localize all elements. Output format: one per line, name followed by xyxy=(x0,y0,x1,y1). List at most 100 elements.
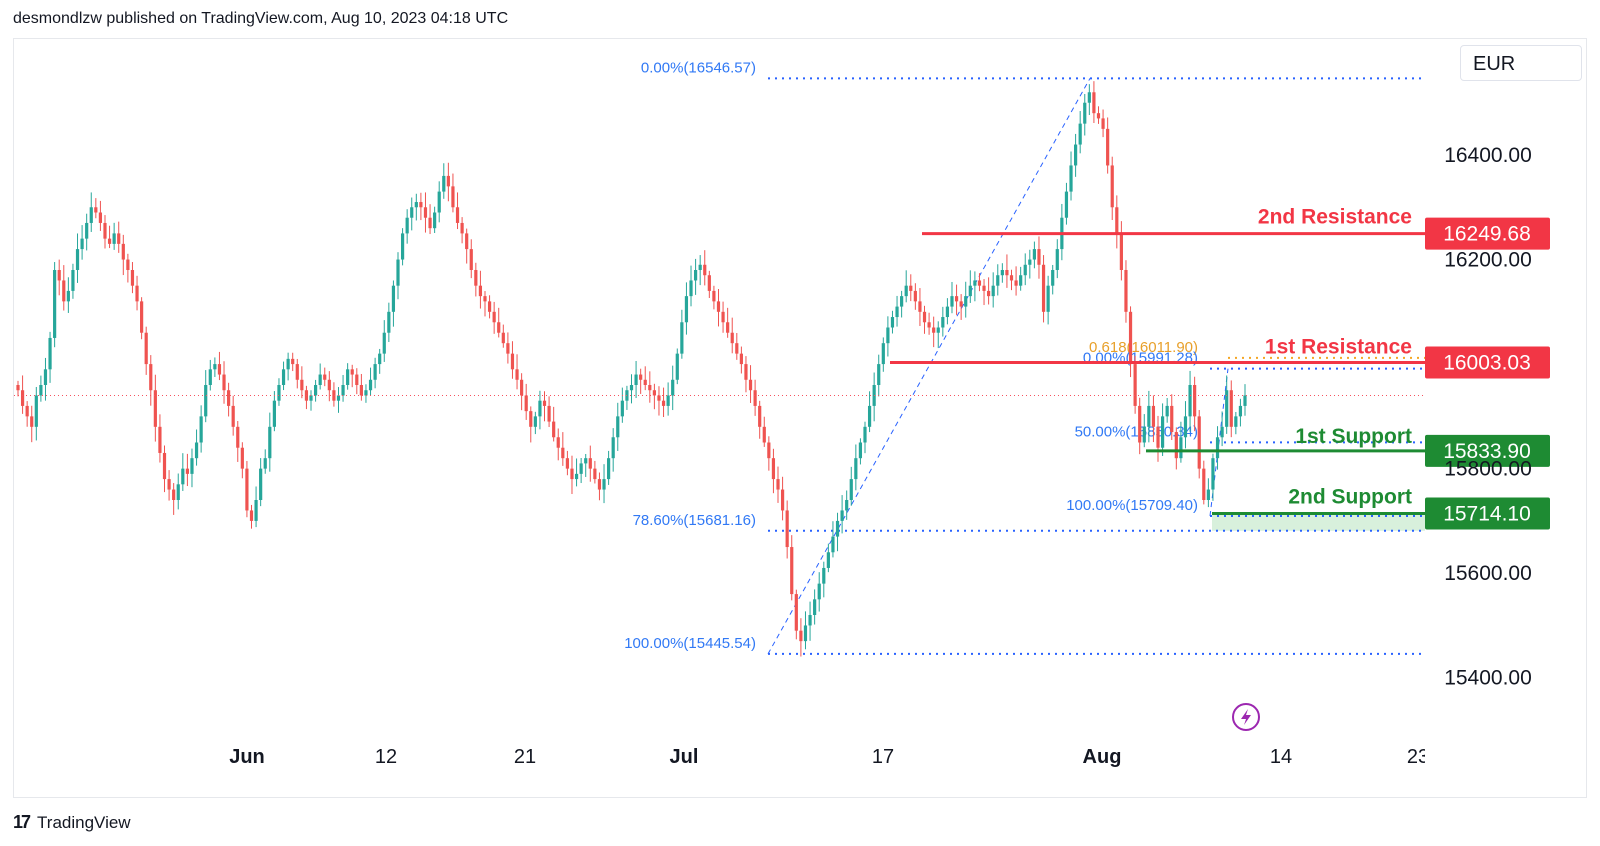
candle-body[interactable] xyxy=(1160,416,1165,448)
candle-body[interactable] xyxy=(689,280,693,297)
candle-body[interactable] xyxy=(254,500,258,521)
candle-body[interactable] xyxy=(277,385,281,401)
currency-selector[interactable]: EUR xyxy=(1460,45,1582,81)
candle-body[interactable] xyxy=(588,458,592,469)
candle-body[interactable] xyxy=(318,374,322,385)
level-price-tag[interactable] xyxy=(1425,497,1550,530)
candle-body[interactable] xyxy=(419,202,423,208)
candle-body[interactable] xyxy=(817,583,821,600)
candle-body[interactable] xyxy=(1087,92,1091,103)
candle-body[interactable] xyxy=(213,364,217,370)
candle-body[interactable] xyxy=(98,212,103,223)
candle-body[interactable] xyxy=(1188,385,1192,417)
candle-body[interactable] xyxy=(135,285,139,302)
candle-body[interactable] xyxy=(414,202,418,208)
candle-body[interactable] xyxy=(1170,405,1174,433)
candle-body[interactable] xyxy=(570,468,574,480)
candle-body[interactable] xyxy=(721,311,725,323)
candle-body[interactable] xyxy=(520,379,524,396)
candle-body[interactable] xyxy=(950,296,954,307)
candle-body[interactable] xyxy=(121,243,125,260)
candle-body[interactable] xyxy=(964,296,968,307)
candle-body[interactable] xyxy=(918,301,922,312)
candle-body[interactable] xyxy=(341,385,345,396)
candle-body[interactable] xyxy=(1046,285,1050,312)
candle-body[interactable] xyxy=(359,385,363,396)
candle-body[interactable] xyxy=(236,426,240,448)
candle-body[interactable] xyxy=(295,364,299,380)
candle-body[interactable] xyxy=(936,327,940,333)
candle-body[interactable] xyxy=(524,395,528,412)
candle-body[interactable] xyxy=(753,390,757,406)
candle-body[interactable] xyxy=(355,374,359,385)
candle-body[interactable] xyxy=(748,379,753,391)
candle-body[interactable] xyxy=(300,379,304,391)
candle-body[interactable] xyxy=(726,322,730,333)
candle-body[interactable] xyxy=(785,510,789,548)
candle-body[interactable] xyxy=(780,489,785,511)
candle-body[interactable] xyxy=(130,270,135,286)
candle-body[interactable] xyxy=(107,238,112,244)
candle-body[interactable] xyxy=(822,567,826,584)
candle-body[interactable] xyxy=(574,473,579,480)
candle-body[interactable] xyxy=(346,369,350,385)
candle-body[interactable] xyxy=(1032,249,1036,260)
candle-body[interactable] xyxy=(227,390,231,406)
candle-body[interactable] xyxy=(89,207,93,223)
candle-body[interactable] xyxy=(1069,165,1073,192)
candle-body[interactable] xyxy=(474,270,478,286)
candle-body[interactable] xyxy=(547,405,551,422)
candle-body[interactable] xyxy=(648,385,652,391)
candle-body[interactable] xyxy=(1064,191,1069,218)
candle-body[interactable] xyxy=(1165,405,1169,417)
candle-body[interactable] xyxy=(181,468,185,485)
candle-body[interactable] xyxy=(373,364,377,380)
candle-body[interactable] xyxy=(542,400,547,406)
candle-body[interactable] xyxy=(53,270,57,338)
candle-body[interactable] xyxy=(1206,489,1210,500)
candle-body[interactable] xyxy=(39,385,43,396)
candle-body[interactable] xyxy=(140,301,144,333)
candle-body[interactable] xyxy=(323,374,327,380)
candle-body[interactable] xyxy=(478,285,483,297)
candle-body[interactable] xyxy=(66,290,70,302)
candle-body[interactable] xyxy=(1074,144,1078,166)
candle-body[interactable] xyxy=(327,379,331,391)
candle-body[interactable] xyxy=(858,442,863,459)
candle-body[interactable] xyxy=(217,364,222,375)
candle-body[interactable] xyxy=(927,322,931,328)
candle-body[interactable] xyxy=(231,405,235,427)
candle-body[interactable] xyxy=(643,379,647,385)
candle-body[interactable] xyxy=(707,275,711,291)
candle-body[interactable] xyxy=(1023,264,1027,276)
candle-body[interactable] xyxy=(831,536,835,553)
candle-body[interactable] xyxy=(684,296,689,323)
candle-body[interactable] xyxy=(506,343,510,354)
candle-body[interactable] xyxy=(281,369,286,385)
candle-body[interactable] xyxy=(492,311,496,323)
candle-body[interactable] xyxy=(185,468,189,474)
candle-body[interactable] xyxy=(153,390,157,427)
candle-body[interactable] xyxy=(945,306,950,318)
candle-body[interactable] xyxy=(730,332,734,344)
candle-body[interactable] xyxy=(460,222,464,234)
candle-body[interactable] xyxy=(1106,128,1110,166)
candle-body[interactable] xyxy=(162,452,167,480)
candle-body[interactable] xyxy=(982,285,986,291)
candle-body[interactable] xyxy=(799,630,803,642)
candle-body[interactable] xyxy=(176,484,180,500)
candle-body[interactable] xyxy=(538,400,542,417)
candle-body[interactable] xyxy=(313,385,318,396)
candle-body[interactable] xyxy=(364,390,368,396)
candle-body[interactable] xyxy=(48,337,52,370)
candle-body[interactable] xyxy=(922,311,927,323)
candle-body[interactable] xyxy=(1110,165,1114,208)
candle-body[interactable] xyxy=(1193,385,1197,417)
candle-body[interactable] xyxy=(57,270,61,281)
candle-body[interactable] xyxy=(904,285,908,297)
candle-body[interactable] xyxy=(533,416,537,427)
candle-body[interactable] xyxy=(790,547,794,595)
candle-body[interactable] xyxy=(368,379,373,391)
candle-body[interactable] xyxy=(1179,437,1183,459)
candle-body[interactable] xyxy=(483,296,487,302)
